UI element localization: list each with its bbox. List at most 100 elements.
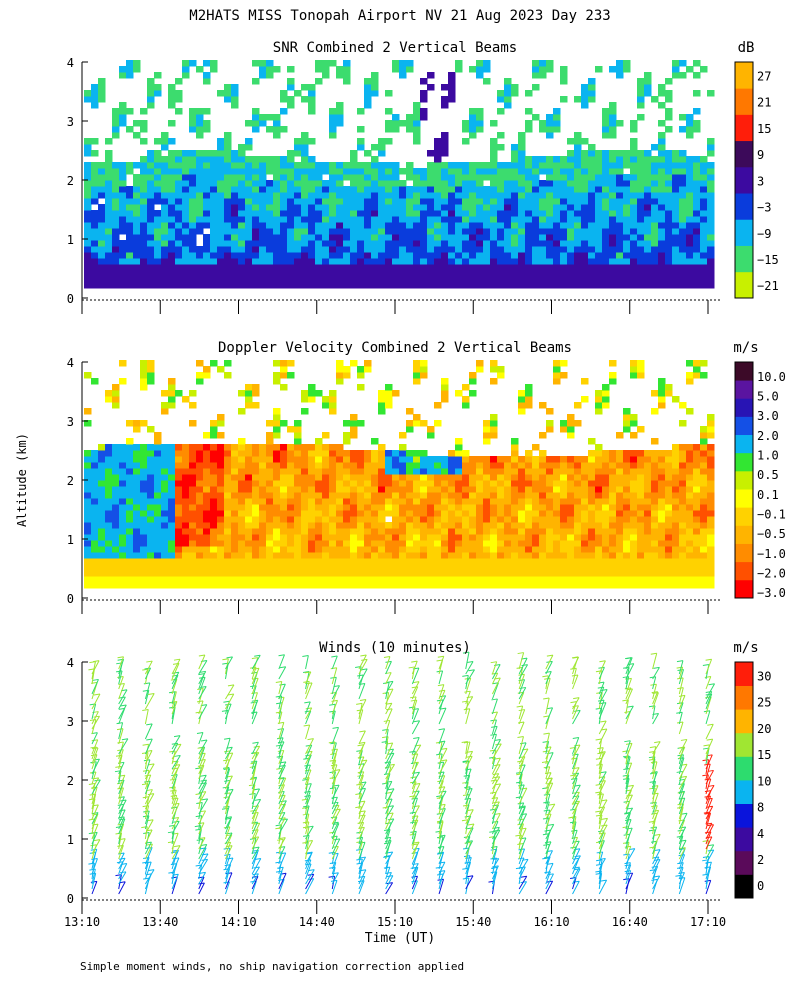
heatmap-cell — [336, 510, 344, 517]
heatmap-cell — [98, 192, 106, 199]
heatmap-cell — [700, 222, 708, 229]
heatmap-cell — [539, 240, 547, 247]
heatmap-cell — [693, 480, 701, 487]
heatmap-cell — [147, 102, 155, 109]
heatmap-cell — [637, 276, 645, 283]
heatmap-cell — [238, 576, 246, 583]
heatmap-cell — [602, 132, 610, 139]
heatmap-cell — [532, 504, 540, 511]
heatmap-cell — [378, 204, 386, 211]
heatmap-cell — [448, 240, 456, 247]
heatmap-cell — [147, 510, 155, 517]
wind-barb — [118, 823, 125, 840]
heatmap-cell — [574, 528, 582, 535]
heatmap-cell — [448, 480, 456, 487]
heatmap-cell — [126, 210, 134, 217]
colorbar-unit: dB — [738, 40, 755, 56]
heatmap-cell — [175, 258, 183, 265]
heatmap-cell — [518, 564, 526, 571]
heatmap-cell — [336, 552, 344, 559]
heatmap-cell — [525, 492, 533, 499]
heatmap-cell — [147, 372, 155, 379]
heatmap-cell — [98, 228, 106, 235]
heatmap-cell — [371, 582, 379, 589]
heatmap-cell — [560, 498, 568, 505]
heatmap-cell — [182, 228, 190, 235]
heatmap-cell — [525, 546, 533, 553]
heatmap-cell — [196, 258, 204, 265]
heatmap-cell — [490, 582, 498, 589]
heatmap-cell — [623, 498, 631, 505]
heatmap-cell — [707, 180, 715, 187]
heatmap-cell — [168, 564, 176, 571]
heatmap-cell — [406, 252, 414, 259]
heatmap-cell — [567, 468, 575, 475]
heatmap-cell — [259, 198, 267, 205]
heatmap-cell — [133, 570, 141, 577]
heatmap-cell — [266, 66, 274, 73]
heatmap-cell — [658, 180, 666, 187]
heatmap-cell — [203, 222, 211, 229]
heatmap-cell — [329, 444, 337, 451]
heatmap-cell — [238, 462, 246, 469]
heatmap-cell — [280, 480, 288, 487]
heatmap-cell — [525, 282, 533, 289]
heatmap-cell — [147, 528, 155, 535]
heatmap-cell — [140, 540, 148, 547]
heatmap-cell — [399, 492, 407, 499]
heatmap-cell — [630, 216, 638, 223]
heatmap-cell — [581, 468, 589, 475]
heatmap-cell — [672, 204, 680, 211]
heatmap-cell — [203, 534, 211, 541]
heatmap-cell — [294, 504, 302, 511]
heatmap-cell — [273, 234, 281, 241]
heatmap-cell — [630, 264, 638, 271]
y-tick-label: 4 — [67, 56, 74, 70]
heatmap-cell — [581, 516, 589, 523]
heatmap-cell — [378, 234, 386, 241]
heatmap-cell — [217, 258, 225, 265]
heatmap-cell — [126, 474, 134, 481]
heatmap-cell — [637, 456, 645, 463]
heatmap-cell — [560, 252, 568, 259]
heatmap-cell — [343, 252, 351, 259]
wind-barb-flag — [89, 719, 97, 722]
heatmap-cell — [343, 276, 351, 283]
heatmap-cell — [532, 270, 540, 277]
heatmap-cell — [182, 582, 190, 589]
heatmap-cell — [378, 162, 386, 169]
heatmap-cell — [252, 564, 260, 571]
heatmap-cell — [567, 186, 575, 193]
heatmap-cell — [483, 222, 491, 229]
heatmap-cell — [98, 504, 106, 511]
heatmap-cell — [665, 492, 673, 499]
heatmap-cell — [609, 186, 617, 193]
heatmap-cell — [231, 456, 239, 463]
heatmap-cell — [385, 582, 393, 589]
heatmap-cell — [385, 558, 393, 565]
heatmap-cell — [224, 360, 232, 367]
heatmap-cell — [665, 450, 673, 457]
heatmap-cell — [602, 168, 610, 175]
heatmap-cell — [364, 84, 372, 91]
heatmap-cell — [623, 192, 631, 199]
heatmap-cell — [588, 540, 596, 547]
heatmap-cell — [217, 192, 225, 199]
heatmap-cell — [483, 534, 491, 541]
heatmap-cell — [427, 84, 435, 91]
heatmap-cell — [126, 246, 134, 253]
heatmap-cell — [588, 84, 596, 91]
heatmap-cell — [574, 504, 582, 511]
heatmap-cell — [224, 558, 232, 565]
heatmap-cell — [217, 252, 225, 259]
heatmap-cell — [616, 252, 624, 259]
heatmap-cell — [623, 66, 631, 73]
heatmap-cell — [280, 126, 288, 133]
heatmap-cell — [497, 210, 505, 217]
heatmap-cell — [504, 276, 512, 283]
heatmap-cell — [525, 222, 533, 229]
heatmap-cell — [700, 546, 708, 553]
heatmap-cell — [287, 252, 295, 259]
heatmap-cell — [392, 450, 400, 457]
heatmap-cell — [301, 162, 309, 169]
